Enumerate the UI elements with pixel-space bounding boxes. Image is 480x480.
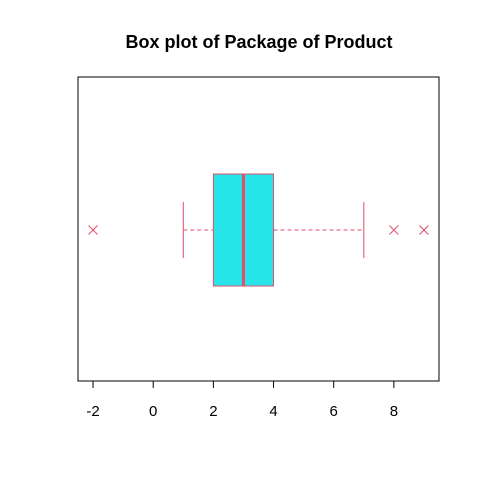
outlier-point [88,225,98,235]
x-tick-label: 4 [269,403,277,420]
outlier-point [389,225,399,235]
x-tick-label: -2 [86,403,99,420]
x-tick-label: 6 [330,403,338,420]
x-tick-label: 8 [390,403,398,420]
box-plot [88,173,429,287]
x-tick-label: 2 [209,403,217,420]
x-axis: -2 0 2 4 6 8 [86,380,398,420]
x-tick-label: 0 [149,403,157,420]
outlier-point [419,225,429,235]
chart-title: Box plot of Package of Product [125,32,392,52]
